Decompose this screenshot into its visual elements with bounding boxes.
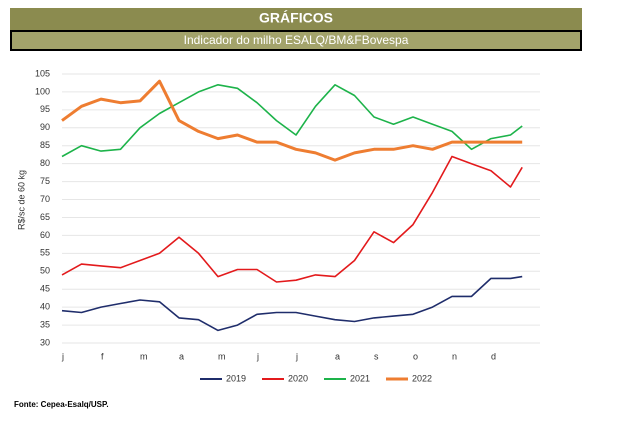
- y-tick-label: 75: [40, 176, 50, 186]
- y-tick-label: 65: [40, 212, 50, 222]
- series-line: [61, 79, 523, 162]
- x-tick-label: s: [374, 351, 379, 361]
- header-band: [10, 8, 582, 30]
- series-line: [61, 84, 523, 158]
- y-tick-label: 60: [40, 230, 50, 240]
- series-line: [61, 275, 523, 332]
- y-tick-label: 85: [40, 140, 50, 150]
- x-tick-label: f: [101, 351, 104, 361]
- x-tick-label: m: [140, 351, 148, 361]
- subtitle: Indicador do milho ESALQ/BM&FBovespa: [184, 33, 409, 47]
- x-tick-label: d: [491, 351, 496, 361]
- y-tick-label: 45: [40, 284, 50, 294]
- y-tick-label: 30: [40, 337, 50, 347]
- x-tick-label: m: [218, 351, 226, 361]
- legend-label: 2020: [288, 373, 308, 383]
- y-tick-label: 70: [40, 194, 50, 204]
- y-tick-label: 50: [40, 266, 50, 276]
- legend-label: 2021: [350, 373, 370, 383]
- y-axis-label: R$/sc de 60 kg: [16, 170, 26, 230]
- x-tick-label: j: [61, 351, 64, 361]
- x-tick-label: j: [256, 351, 259, 361]
- source: Fonte: Cepea-Esalq/USP.: [14, 400, 109, 409]
- header-title: GRÁFICOS: [259, 10, 333, 26]
- series-line: [61, 155, 523, 283]
- y-tick-label: 55: [40, 248, 50, 258]
- y-tick-label: 40: [40, 302, 50, 312]
- y-tick-label: 35: [40, 319, 50, 329]
- x-tick-label: n: [452, 351, 457, 361]
- y-tick-label: 105: [35, 68, 50, 78]
- y-tick-label: 90: [40, 122, 50, 132]
- legend-label: 2019: [226, 373, 246, 383]
- x-tick-label: j: [295, 351, 298, 361]
- subtitle-box: [10, 30, 582, 51]
- y-tick-label: 100: [35, 86, 50, 96]
- y-tick-label: 80: [40, 158, 50, 168]
- x-tick-label: a: [335, 351, 340, 361]
- x-tick-label: o: [413, 351, 418, 361]
- legend-label: 2022: [412, 373, 432, 383]
- x-tick-label: a: [179, 351, 184, 361]
- y-tick-label: 95: [40, 104, 50, 114]
